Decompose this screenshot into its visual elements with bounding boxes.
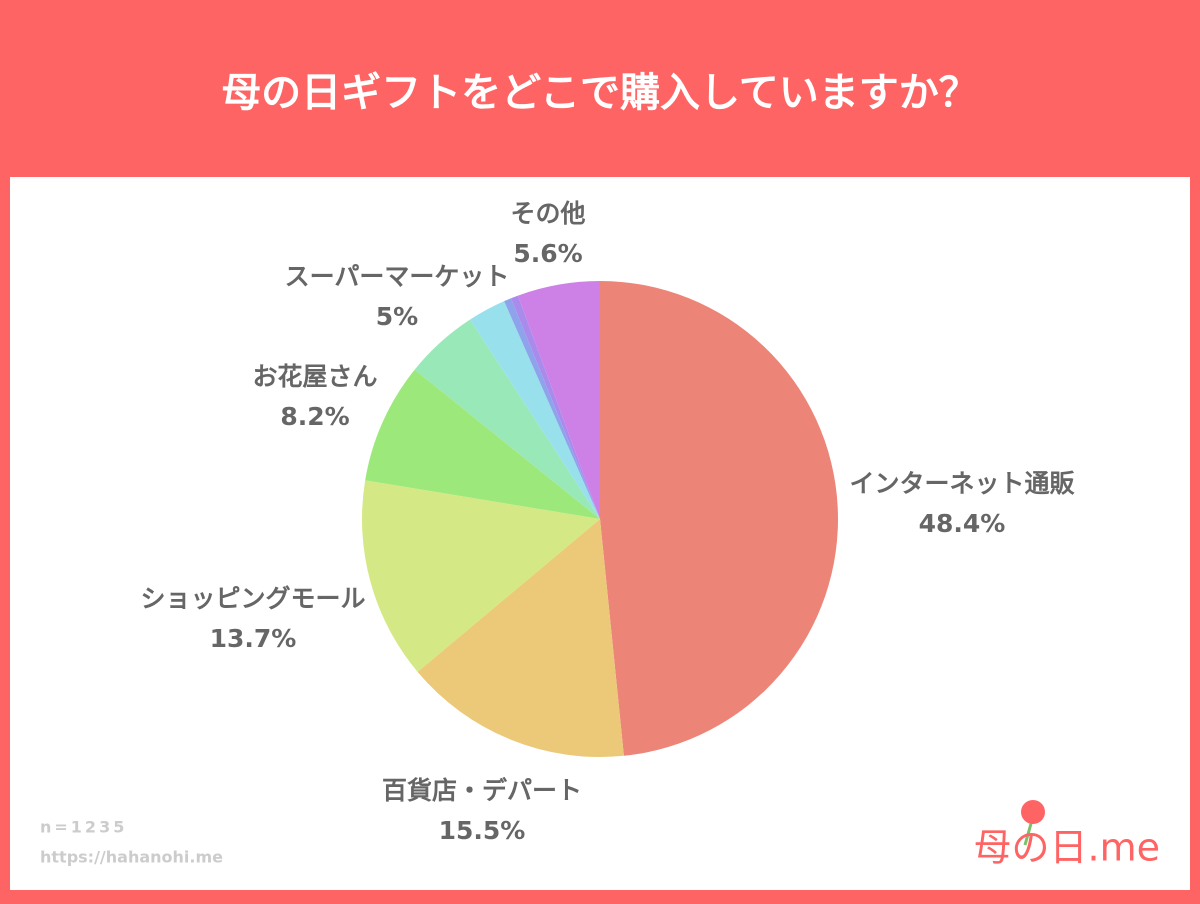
pie-slice: [469, 301, 600, 519]
value-label: 5.6%: [513, 239, 582, 268]
source: https://hahanohi.me: [40, 848, 223, 867]
slice-label: インターネット通販: [849, 469, 1075, 498]
logo-flower: [1021, 800, 1045, 846]
sample-size: n=1235: [40, 818, 127, 837]
value-label: 15.5%: [439, 816, 526, 845]
pie-slice: [365, 369, 600, 519]
value-label: 48.4%: [919, 509, 1006, 538]
pie-slice: [417, 519, 624, 758]
value-label: 13.7%: [210, 624, 297, 653]
pie-slice: [504, 298, 600, 519]
slice-label: その他: [510, 199, 585, 228]
value-label: 8.2%: [280, 402, 349, 431]
slice-label: お花屋さん: [252, 362, 377, 391]
pie-slice: [600, 281, 839, 756]
value-label: 5%: [376, 302, 418, 331]
chart-title: 母の日ギフトをどこで購入していますか？: [221, 70, 979, 116]
slice-label: 百貨店・デパート: [382, 776, 582, 805]
logo: 母の日.me: [974, 826, 1160, 870]
pie-slice: [414, 319, 600, 519]
slice-label: ショッピングモール: [140, 584, 365, 613]
pie-slice: [362, 480, 600, 672]
pie-slice: [517, 281, 600, 519]
pie-slice: [510, 295, 600, 519]
slice-label: スーパーマーケット: [285, 262, 510, 291]
